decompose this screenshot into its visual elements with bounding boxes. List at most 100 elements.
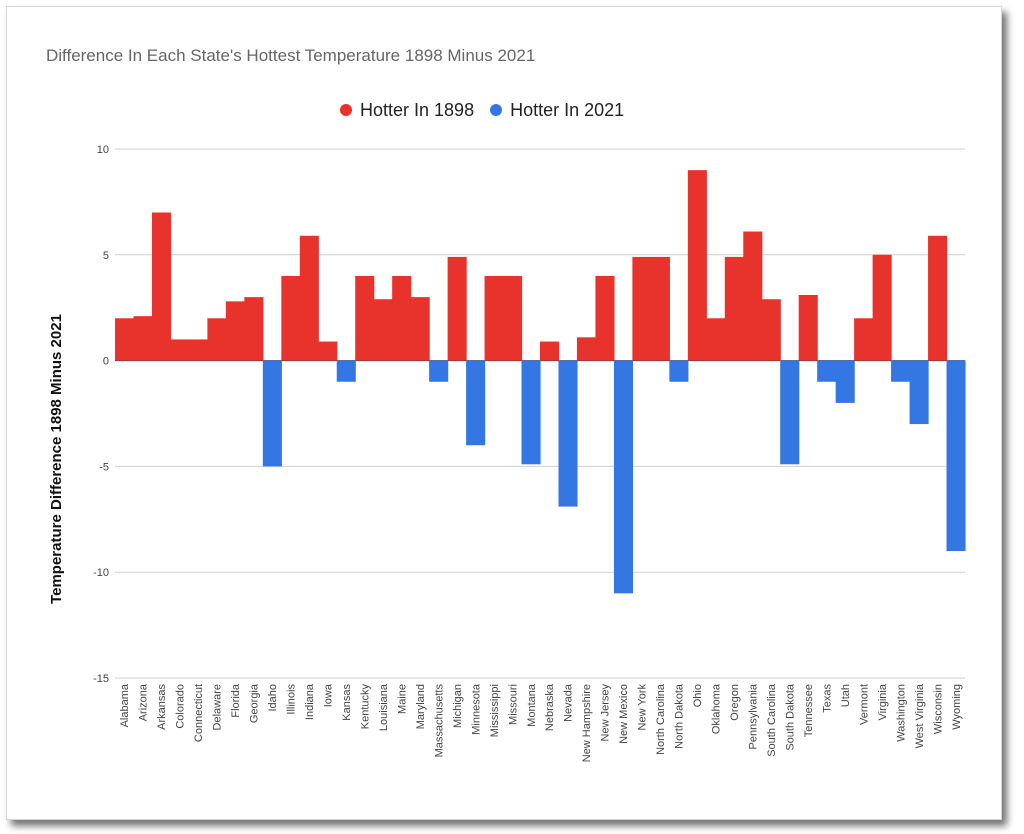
bar — [687, 170, 707, 361]
bar — [429, 360, 449, 382]
y-tick-labels: 10 5 0 -5 -10 -15 — [93, 144, 109, 685]
bar — [410, 297, 430, 361]
x-tick-label: Wyoming — [951, 684, 963, 730]
bar — [946, 360, 966, 552]
x-tick-label: Massachusetts — [433, 684, 445, 758]
bar — [817, 360, 837, 382]
bar — [854, 318, 874, 361]
chart-title: Difference In Each State's Hottest Tempe… — [46, 46, 536, 65]
bar — [336, 360, 356, 382]
bar — [521, 360, 541, 465]
bar — [928, 235, 948, 361]
x-tick-label: Texas — [821, 684, 833, 713]
bar — [355, 275, 375, 361]
bar — [743, 231, 763, 361]
x-tick-label: Connecticut — [193, 684, 205, 742]
x-tick-label: Utah — [840, 684, 852, 707]
y-tick-label: -5 — [99, 461, 109, 473]
bar — [503, 275, 523, 361]
x-tick-label: Florida — [230, 683, 242, 718]
chart-frame — [6, 6, 1002, 820]
x-tick-label: Delaware — [212, 684, 224, 730]
x-tick-label: Maryland — [415, 684, 427, 729]
x-tick-label: South Dakota — [784, 683, 796, 751]
x-tick-label: Mississippi — [489, 684, 501, 737]
x-tick-label: Washington — [895, 684, 907, 742]
x-tick-label: Oregon — [729, 684, 741, 721]
x-tick-label: Pennsylvania — [748, 683, 760, 749]
legend-item-hotter-2021: Hotter In 2021 — [490, 100, 624, 121]
bar — [909, 360, 929, 425]
x-tick-label: Indiana — [304, 683, 316, 720]
x-tick-label: Alabama — [119, 683, 131, 727]
bar — [466, 360, 486, 446]
x-tick-label: Ohio — [692, 684, 704, 707]
y-tick-label: 5 — [103, 250, 109, 262]
x-tick-label: Montana — [526, 683, 538, 727]
bar — [373, 299, 393, 361]
bar — [244, 297, 264, 361]
legend: Hotter In 1898 Hotter In 2021 — [340, 98, 640, 122]
x-tick-labels: Alabama Arizona Arkansas Colorado Connecticu… — [119, 683, 963, 762]
bar — [669, 360, 689, 382]
bar — [447, 256, 467, 361]
bar — [188, 339, 208, 361]
bar — [262, 360, 282, 467]
bar — [761, 299, 781, 361]
bar — [613, 360, 633, 594]
x-tick-label: Wisconsin — [932, 684, 944, 734]
legend-dot-hotter-2021 — [490, 104, 503, 116]
bar — [207, 318, 227, 361]
x-tick-label: Kentucky — [359, 684, 371, 730]
x-tick-label: Tennessee — [803, 684, 815, 737]
bar — [632, 256, 652, 361]
x-tick-label: Iowa — [323, 683, 335, 707]
bar — [115, 318, 135, 361]
bar — [540, 341, 560, 361]
y-axis-label: Temperature Difference 1898 Minus 2021 — [48, 314, 65, 604]
y-tick-label: 0 — [103, 356, 109, 368]
x-tick-label: West Virginia — [914, 683, 926, 748]
x-tick-label: New Mexico — [618, 684, 630, 744]
bar — [780, 360, 800, 465]
x-tick-label: Missouri — [507, 684, 519, 725]
x-tick-label: Oklahoma — [711, 683, 723, 734]
bar — [318, 341, 338, 361]
bar — [872, 254, 892, 361]
bar — [484, 275, 504, 361]
x-tick-label: Nebraska — [544, 683, 556, 731]
bar — [392, 275, 412, 361]
bar — [133, 316, 153, 361]
x-tick-label: New Hampshire — [581, 684, 593, 762]
bar — [706, 318, 726, 361]
bar — [281, 275, 301, 361]
bar — [650, 256, 670, 361]
x-tick-label: Colorado — [175, 684, 187, 729]
bar — [170, 339, 190, 361]
bar — [595, 275, 615, 361]
legend-item-hotter-1898: Hotter In 1898 — [340, 100, 474, 121]
bar — [835, 360, 855, 403]
x-tick-label: North Dakota — [674, 683, 686, 749]
x-tick-label: Arizona — [138, 683, 150, 721]
x-tick-label: Virginia — [877, 683, 889, 720]
x-tick-label: South Carolina — [766, 683, 778, 757]
y-tick-label: -15 — [93, 673, 109, 685]
x-tick-label: North Carolina — [655, 683, 667, 755]
x-tick-label: Michigan — [452, 684, 464, 728]
x-tick-label: Arkansas — [156, 684, 168, 730]
bar — [576, 337, 597, 361]
legend-dot-hotter-1898 — [340, 104, 352, 116]
x-tick-label: Minnesota — [470, 683, 482, 735]
bars — [115, 170, 966, 594]
bar — [151, 212, 172, 361]
y-tick-label: 10 — [97, 144, 109, 156]
bar — [225, 301, 245, 361]
bar — [558, 360, 578, 507]
legend-label-hotter-2021: Hotter In 2021 — [510, 99, 625, 120]
bar — [798, 295, 818, 361]
x-tick-label: Vermont — [858, 684, 870, 725]
x-tick-label: Louisiana — [378, 683, 390, 731]
x-tick-label: Idaho — [267, 684, 279, 712]
x-tick-label: Georgia — [249, 683, 261, 723]
